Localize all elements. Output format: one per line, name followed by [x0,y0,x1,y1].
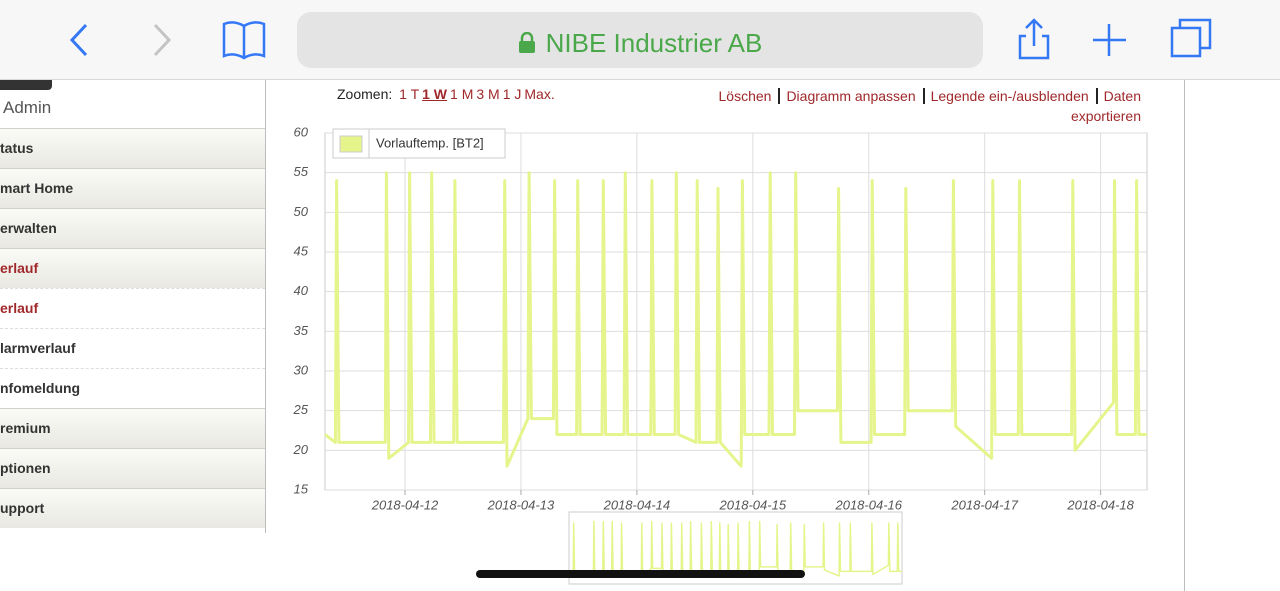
y-tick-label: 15 [294,481,309,496]
x-tick-label: 2018-04-18 [1066,497,1134,512]
y-tick-label: 55 [294,164,309,179]
y-tick-label: 25 [293,402,309,417]
data-line [324,171,1147,468]
legend-swatch [339,135,363,153]
back-button[interactable] [69,23,88,57]
x-tick-label: 2018-04-15 [719,497,787,512]
zoom-option[interactable]: 3 M [476,86,500,102]
y-tick-label: 60 [294,124,309,139]
navigator-line [568,520,902,579]
action-link[interactable]: Löschen [712,88,781,104]
user-name: Admin [3,98,52,117]
x-tick-label: 2018-04-17 [950,497,1018,512]
chart-actions: Löschen Diagramm anpassen Legende ein-/aus… [681,86,1141,126]
tabs-button[interactable] [1170,26,1202,58]
x-tick-label: 2018-04-14 [603,497,671,512]
forward-button[interactable] [153,23,172,57]
plot-area [324,132,1148,491]
menu-item[interactable]: upport [0,488,265,528]
y-tick-label: 35 [294,323,309,338]
menu-item[interactable]: mart Home [0,168,265,208]
y-tick-label: 30 [294,362,309,377]
address-bar[interactable]: NIBE Industrier AB [297,12,983,68]
lock-icon [518,31,535,53]
y-tick-label: 40 [294,283,309,298]
x-tick-label: 2018-04-13 [487,497,555,512]
y-tick-label: 20 [293,442,309,457]
tabs-button-back [1178,18,1212,50]
zoom-option[interactable]: 1 J [502,86,522,102]
new-tab-button[interactable] [1093,24,1126,56]
menu-item[interactable]: erwalten [0,208,265,248]
url-text: NIBE Industrier AB [297,28,983,59]
action-link[interactable]: Daten exportieren [1070,88,1141,124]
y-tick-label: 50 [294,204,309,219]
zoom-option[interactable]: Max. [524,86,555,102]
menu-item[interactable]: larmverlauf [0,328,265,368]
action-link[interactable]: Diagramm anpassen [780,88,925,104]
menu: tatus mart Home erwalten erlauf erlauf larmve… [0,128,265,528]
menu-item[interactable]: remium [0,408,265,448]
share-button[interactable] [1018,18,1050,60]
zoom-option[interactable]: 1 M [450,86,474,102]
sidebar: Admin tatus mart Home erwalten erlauf erlauf… [0,80,266,533]
bookmarks-button[interactable] [222,21,266,60]
menu-item[interactable]: nfomeldung [0,368,265,408]
zoom-option[interactable]: 1 W [422,86,448,102]
divider [1184,80,1185,591]
y-tick-label: 45 [294,243,309,258]
menu-item[interactable]: erlauf [0,248,265,288]
x-tick-label: 2018-04-16 [834,497,902,512]
zoom-label: Zoomen: [337,86,393,102]
menu-item[interactable]: ptionen [0,448,265,488]
home-indicator [476,570,805,578]
browser-toolbar: NIBE Industrier AB [0,0,1280,80]
legend-label: Vorlauftemp. [BT2] [376,135,484,150]
menu-item[interactable]: erlauf [0,288,265,328]
browser-icons [69,18,1212,60]
page-title: NIBE Industrier AB [545,28,763,58]
zoom-option[interactable]: 1 T [399,86,420,102]
menu-item[interactable]: tatus [0,128,265,168]
action-link[interactable]: Legende ein-/ausblenden [924,88,1098,104]
x-tick-label: 2018-04-12 [371,497,439,512]
avatar [0,80,52,90]
